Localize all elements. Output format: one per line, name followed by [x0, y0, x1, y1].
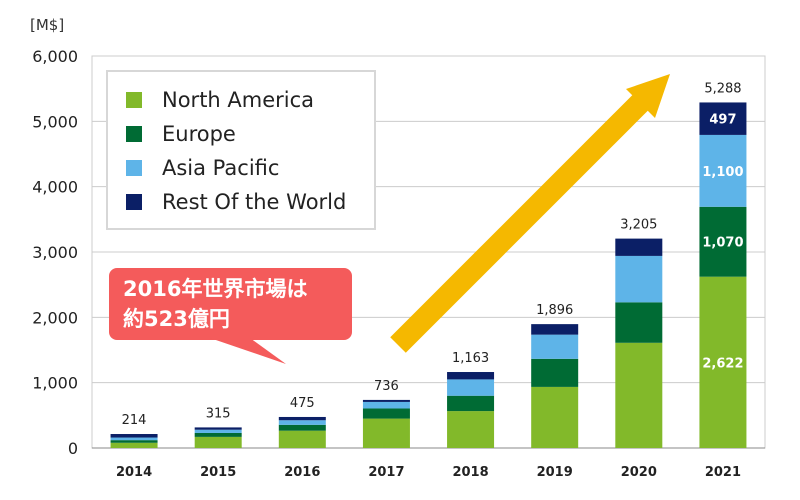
bar-2019 — [531, 324, 579, 448]
bar-segment — [278, 420, 326, 425]
x-tick-label: 2014 — [116, 465, 152, 480]
bar-segment — [699, 134, 747, 207]
segment-value-label: 1,100 — [702, 165, 743, 180]
bar-segment — [362, 401, 410, 409]
arrow-head — [626, 74, 670, 118]
bar-segment — [615, 255, 663, 303]
bar-2021: 2,622 1,070 1,100 497 — [699, 102, 747, 448]
legend-item-rest-of-world: Rest Of the World — [126, 187, 346, 217]
y-tick-label: 6,000 — [32, 47, 78, 66]
y-tick-label: 4,000 — [32, 178, 78, 197]
bar-segment — [615, 238, 663, 256]
bar-segment — [699, 206, 747, 277]
legend-label-asia-pacific: Asia Pacific — [162, 156, 280, 180]
legend-item-europe: Europe — [126, 119, 236, 149]
x-tick-label: 2018 — [452, 465, 488, 480]
bar-segment — [362, 399, 410, 402]
chart-legend: North America Europe Asia Pacific Rest O… — [106, 70, 376, 230]
bar-segment — [278, 424, 326, 431]
bar-segment — [278, 416, 326, 421]
bar-segment — [531, 334, 579, 359]
bar-segment — [194, 427, 242, 430]
bar-2015 — [194, 427, 242, 448]
legend-item-north-america: North America — [126, 85, 314, 115]
unit-label: [M$] — [30, 16, 64, 34]
bar-2018 — [447, 372, 495, 448]
bar-segment — [615, 342, 663, 448]
bar-segment — [110, 442, 158, 448]
arrow-shaft — [390, 93, 650, 353]
y-tick-label: 2,000 — [32, 308, 78, 327]
x-tick-label: 2016 — [284, 465, 320, 480]
bar-segment — [699, 102, 747, 135]
callout-line-2: 約523億円 — [123, 307, 230, 331]
bar-segment — [615, 302, 663, 343]
legend-swatch-rest-of-world — [126, 194, 142, 210]
y-tick-label: 3,000 — [32, 243, 78, 262]
segment-value-label: 497 — [709, 113, 736, 128]
bar-segment — [278, 430, 326, 448]
growth-arrow — [390, 74, 670, 353]
x-tick-label: 2020 — [621, 465, 657, 480]
bar-segment — [194, 432, 242, 437]
y-tick-label: 5,000 — [32, 112, 78, 131]
legend-label-rest-of-world: Rest Of the World — [162, 190, 347, 214]
segment-value-label: 1,070 — [702, 236, 743, 251]
total-value-label: 736 — [374, 379, 399, 394]
bar-segment — [447, 372, 495, 380]
bar-segment — [362, 408, 410, 419]
bar-segment — [110, 437, 158, 441]
y-tick-label: 1,000 — [32, 374, 78, 393]
bar-2014 — [110, 434, 158, 448]
bar-segment — [447, 379, 495, 396]
bar-2016 — [278, 416, 326, 448]
total-value-label: 315 — [206, 406, 231, 421]
callout-line-1: 2016年世界市場は — [123, 277, 308, 301]
callout-text: 2016年世界市場は 約523億円 — [123, 274, 348, 334]
bar-segment — [699, 276, 747, 448]
total-value-label: 1,163 — [452, 351, 489, 366]
total-value-label: 3,205 — [620, 218, 657, 233]
legend-swatch-north-america — [126, 92, 142, 108]
legend-label-north-america: North America — [162, 88, 315, 112]
x-tick-label: 2015 — [200, 465, 236, 480]
legend-label-europe: Europe — [162, 122, 236, 146]
total-value-label: 475 — [290, 396, 315, 411]
bar-segment — [110, 440, 158, 443]
legend-swatch-asia-pacific — [126, 160, 142, 176]
legend-swatch-europe — [126, 126, 142, 142]
bar-segment — [194, 436, 242, 448]
x-tick-label: 2019 — [537, 465, 573, 480]
bar-2017 — [362, 399, 410, 448]
market-size-callout: 2016年世界市場は 約523億円 — [109, 268, 352, 340]
bar-2020 — [615, 238, 663, 448]
bar-segment — [531, 386, 579, 448]
total-value-label: 214 — [122, 413, 147, 428]
bar-segment — [531, 358, 579, 387]
plot-area: 0 1,000 2,000 3,000 4,000 5,000 6,000 214 2014 31… — [32, 47, 766, 480]
bar-segment — [194, 429, 242, 433]
x-tick-label: 2017 — [368, 465, 404, 480]
bar-segment — [447, 411, 495, 448]
total-value-label: 1,896 — [536, 303, 573, 318]
bar-segment — [447, 395, 495, 412]
y-tick-label: 0 — [68, 439, 78, 458]
bar-segment — [362, 418, 410, 448]
segment-value-label: 2,622 — [702, 356, 743, 371]
x-tick-label: 2021 — [705, 465, 741, 480]
legend-item-asia-pacific: Asia Pacific — [126, 153, 279, 183]
total-value-label: 5,288 — [704, 81, 741, 96]
bar-segment — [531, 324, 579, 335]
bar-segment — [110, 434, 158, 438]
